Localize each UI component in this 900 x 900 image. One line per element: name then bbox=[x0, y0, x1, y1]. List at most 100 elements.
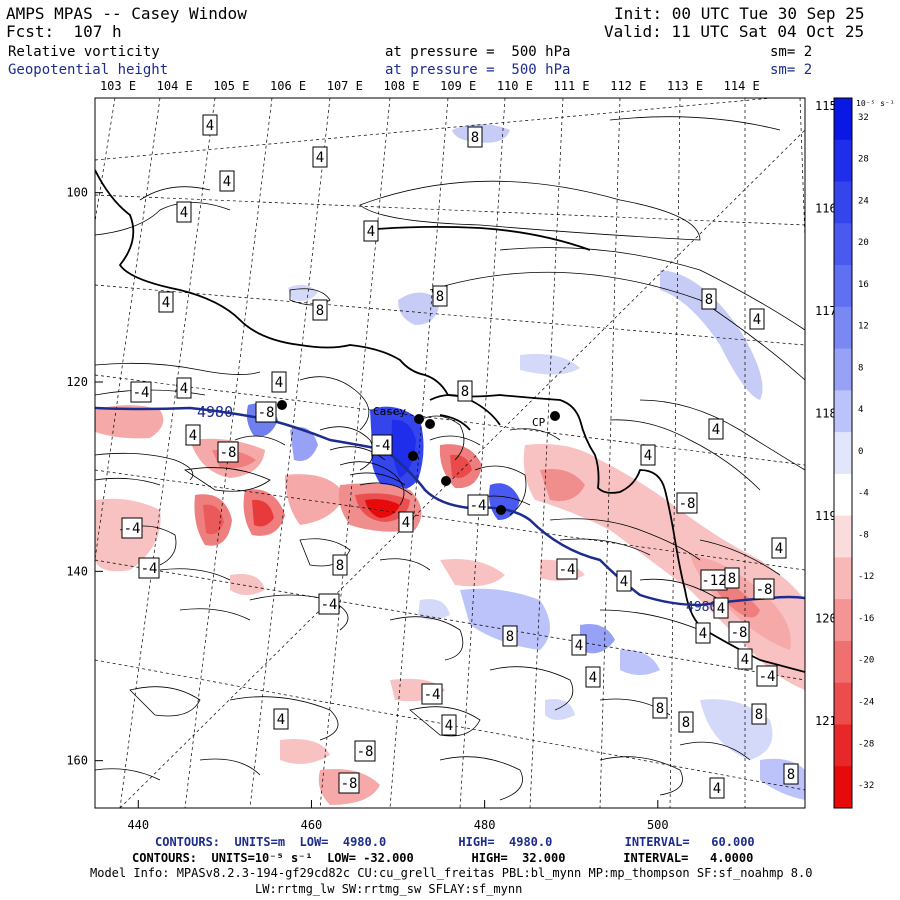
colorbar-segment bbox=[834, 348, 852, 391]
lonlat-grid bbox=[95, 98, 805, 808]
contour-label-box bbox=[467, 126, 483, 148]
contour-label: 4 bbox=[712, 422, 720, 438]
contour-label: 4 bbox=[741, 652, 749, 668]
contour-label: -4 bbox=[141, 561, 158, 577]
forecast-hour: Fcst: 107 h bbox=[6, 22, 122, 41]
contour-label-box bbox=[441, 714, 457, 736]
station-markers bbox=[277, 400, 560, 515]
contour-label: 4 bbox=[275, 375, 283, 391]
contour-label-box bbox=[217, 441, 239, 463]
contour-label: 4 bbox=[713, 781, 721, 797]
field2-smoothing: sm= 2 bbox=[770, 62, 813, 78]
contour-label: 4 bbox=[189, 428, 197, 444]
contour-label-box bbox=[273, 708, 289, 730]
colorbar-segment bbox=[834, 682, 852, 725]
contour-label-box bbox=[556, 558, 578, 580]
contour-label-box bbox=[771, 537, 787, 559]
colorbar-label: 28 bbox=[858, 155, 869, 165]
colorbar-label: 4 bbox=[858, 405, 863, 415]
colorbar-label: 16 bbox=[858, 280, 869, 290]
contour-label-box bbox=[312, 299, 328, 321]
colorbar-label: -12 bbox=[858, 572, 874, 582]
contour-label-box bbox=[398, 511, 414, 533]
contour-label-box bbox=[432, 285, 448, 307]
x-tick-label: 480 bbox=[474, 818, 496, 832]
contour-label-box bbox=[312, 146, 328, 168]
contour-label-box bbox=[695, 622, 711, 644]
colorbar-segment bbox=[834, 515, 852, 558]
colorbar-label: 8 bbox=[858, 363, 863, 373]
contour-label-box bbox=[176, 201, 192, 223]
contour-label: -4 bbox=[124, 521, 141, 537]
contour-label: 8 bbox=[682, 715, 690, 731]
contour-label-box bbox=[371, 434, 393, 456]
contour-label-box bbox=[753, 578, 775, 600]
colorbar-segment bbox=[834, 724, 852, 767]
colorbar-segment bbox=[834, 223, 852, 266]
colorbar-label: 20 bbox=[858, 238, 869, 248]
contour-label-box bbox=[708, 418, 724, 440]
x-tick-label: 460 bbox=[301, 818, 323, 832]
contour-label-box bbox=[678, 711, 694, 733]
station-label-casey: Casey bbox=[373, 405, 406, 418]
colorbar-frame bbox=[833, 97, 853, 809]
field1-pressure: at pressure = 500 hPa bbox=[385, 44, 571, 60]
contour-label-box bbox=[271, 371, 287, 393]
contour-label-box bbox=[502, 625, 518, 647]
colorbar: 32 28 24 20 16 12 8 4 0 -4 -8 -12 -16 -20 -24 -28 -32 bbox=[833, 97, 874, 809]
longitude-label: 113 E bbox=[667, 79, 703, 93]
field1-name: Relative vorticity bbox=[8, 44, 160, 60]
contour-label: 8 bbox=[755, 707, 763, 723]
contour-label: 8 bbox=[705, 292, 713, 308]
contour-label: 4 bbox=[180, 381, 188, 397]
contour-label: 4 bbox=[620, 574, 628, 590]
contour-label: 4 bbox=[644, 448, 652, 464]
contour-label: 4 bbox=[162, 295, 170, 311]
x-axis-ticks: 440 460 480 500 bbox=[127, 800, 669, 832]
colorbar-segment bbox=[834, 98, 852, 141]
contour-label-box bbox=[255, 401, 277, 423]
contour-label: 4 bbox=[445, 718, 453, 734]
colorbar-segment bbox=[834, 766, 852, 809]
colorbar-label: 12 bbox=[858, 322, 869, 332]
longitude-label: 114 E bbox=[724, 79, 760, 93]
contour-label: 8 bbox=[787, 767, 795, 783]
contour-label: 4 bbox=[775, 541, 783, 557]
init-time: Init: 00 UTC Tue 30 Sep 25 bbox=[614, 4, 865, 23]
contour-label: 8 bbox=[506, 629, 514, 645]
colorbar-segment bbox=[834, 181, 852, 224]
colorbar-segment bbox=[834, 139, 852, 183]
contour-label: 8 bbox=[316, 303, 324, 319]
contour-label-box bbox=[467, 494, 489, 516]
contour-label-box bbox=[421, 683, 443, 705]
colorbar-label: -24 bbox=[858, 698, 874, 708]
contour-label-box bbox=[652, 697, 668, 719]
contour-label: -4 bbox=[759, 669, 776, 685]
contour-label-box bbox=[616, 570, 632, 592]
colorbar-segment bbox=[834, 640, 852, 684]
colorbar-unit: 10⁻⁵ s⁻¹ bbox=[856, 99, 895, 108]
height-contour-label: 4980 bbox=[686, 600, 717, 615]
footer-model-info: Model Info: MPASv8.2.3-194-gf29cd82c CU:… bbox=[90, 866, 813, 880]
contour-label-box bbox=[724, 567, 740, 589]
longitude-label: 109 E bbox=[440, 79, 476, 93]
contour-label: 4 bbox=[589, 670, 597, 686]
contour-label-box bbox=[457, 380, 473, 402]
y-tick-label: 120 bbox=[66, 375, 88, 389]
colorbar-segment bbox=[834, 390, 852, 433]
y-tick-label: 160 bbox=[66, 754, 88, 768]
contour-label-box bbox=[728, 621, 750, 643]
vorticity-contours bbox=[95, 116, 805, 801]
longitude-label: 112 E bbox=[610, 79, 646, 93]
contour-label-box bbox=[709, 777, 725, 799]
contour-label-box bbox=[701, 288, 717, 310]
contour-label: 4 bbox=[223, 174, 231, 190]
contour-label: -4 bbox=[470, 498, 487, 514]
contour-label-box bbox=[202, 114, 218, 136]
contour-label: 4 bbox=[180, 205, 188, 221]
contour-label-box bbox=[338, 772, 360, 794]
contour-label-box bbox=[585, 666, 601, 688]
longitude-label: 105 E bbox=[213, 79, 249, 93]
longitude-labels: 103 E 104 E 105 E 106 E 107 E 108 E 109 E 110 E… bbox=[100, 79, 760, 93]
station-label-cp: CP bbox=[532, 416, 546, 429]
